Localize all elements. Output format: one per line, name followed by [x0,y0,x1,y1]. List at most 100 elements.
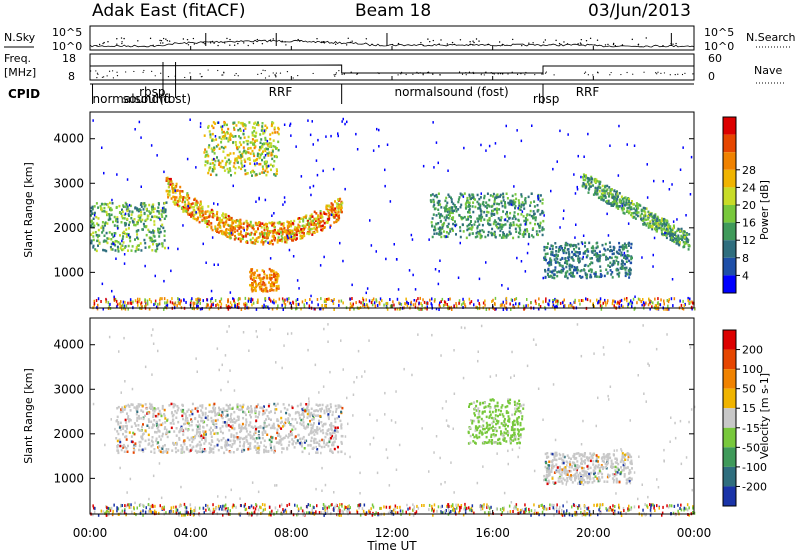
range-cell [538,230,541,233]
range-cell [261,122,264,125]
range-cell [233,439,236,443]
speckle-cell [587,132,589,136]
range-cell [148,246,151,249]
range-cell [266,229,269,233]
range-cell [200,434,203,437]
range-cell [272,269,275,273]
range-cell [254,411,257,415]
range-cell [490,233,493,237]
range-cell [101,202,104,206]
range-cell [602,199,605,202]
range-cell [245,240,248,244]
speckle-cell [548,299,551,302]
range-cell [439,226,441,229]
range-cell [631,202,634,206]
nave-point [350,71,352,73]
ground-scatter-cell [407,302,410,305]
range-cell [213,146,216,149]
range-cell [670,231,672,234]
range-cell [116,220,119,224]
range-cell [111,202,114,205]
range-cell [337,208,340,212]
ground-scatter-cell [177,297,179,301]
ground-scatter-cell [349,302,352,306]
range-cell [557,254,559,257]
range-cell [185,210,188,213]
nave-point [461,73,464,75]
ground-scatter-cell [415,299,418,303]
range-cell [260,285,263,288]
range-cell [250,288,253,291]
range-cell [493,230,496,234]
range-cell [206,153,209,156]
ground-scatter-cell [196,304,198,308]
range-cell [675,242,678,245]
range-cell [148,230,151,233]
ground-scatter-cell [511,298,514,302]
range-cell [254,406,257,410]
range-cell [212,165,215,169]
range-cell [590,246,593,250]
range-cell [252,289,255,292]
ground-scatter-cell [386,307,389,311]
range-cell [450,200,453,204]
speckle-cell [524,270,527,273]
range-cell [251,174,253,177]
range-cell [210,447,213,451]
range-cell [288,231,291,234]
speckle-cell [559,129,561,133]
nsearch-point [459,39,462,41]
range-cell [648,211,651,215]
range-cell [185,208,188,212]
range-cell [166,451,169,454]
range-cell [505,192,508,195]
range-cell [137,208,139,211]
range-cell [227,214,230,218]
speckle-cell [527,242,530,246]
range-cell [671,228,674,231]
ground-scatter-cell [527,303,529,307]
ground-scatter-cell [592,302,594,306]
nave-point [520,73,522,75]
range-cell [256,447,259,450]
range-cell [590,175,593,179]
range-cell [116,245,119,249]
nsearch-point [168,40,171,42]
ground-scatter-cell [619,299,621,303]
range-cell [254,145,257,148]
range-cell [564,246,566,250]
range-cell [188,206,191,210]
range-cell [214,159,217,163]
range-cell [657,226,660,230]
ground-scatter-cell [383,303,385,307]
nave-point [545,71,548,73]
range-cell [611,252,614,256]
range-cell [673,233,676,237]
ground-scatter-cell [283,301,286,305]
ground-scatter-cell [246,303,248,307]
ground-scatter-cell [389,298,391,301]
range-cell [586,273,589,276]
range-cell [558,270,561,274]
ground-scatter-cell [267,305,269,309]
range-cell [584,250,587,253]
range-cell [253,445,256,448]
range-cell [312,439,315,443]
range-cell [155,250,158,253]
range-cell [644,211,647,214]
range-cell [100,208,103,212]
range-cell [263,405,265,408]
ground-scatter-cell [597,301,599,305]
range-cell [479,229,482,233]
range-cell [297,223,300,227]
range-cell [143,212,146,216]
ground-scatter-cell [229,301,232,305]
range-cell [336,205,339,208]
ground-scatter-cell [129,298,132,302]
nave-point [221,74,223,76]
speckle-cell [123,262,126,265]
speckle-cell [412,273,414,277]
ground-scatter-cell [125,304,128,308]
range-cell [445,204,448,207]
range-cell [121,210,124,213]
